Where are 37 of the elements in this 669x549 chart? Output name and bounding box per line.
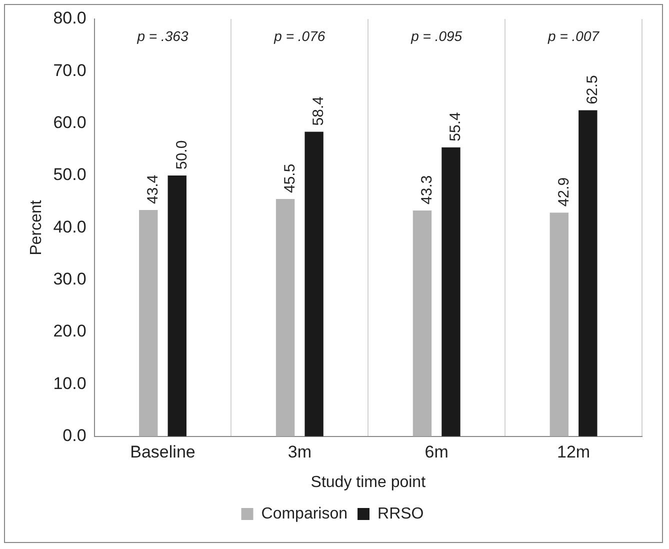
annotation: p = .007 [547, 28, 600, 44]
bar [442, 147, 460, 436]
x-tick-label: 6m [424, 442, 448, 462]
y-tick-label: 60.0 [53, 113, 86, 132]
bar [550, 212, 569, 436]
data-label: 50.0 [173, 140, 190, 170]
annotation: p = .363 [136, 28, 188, 44]
x-tick-label: 12m [556, 442, 590, 462]
bar [276, 199, 295, 436]
bar [304, 132, 324, 436]
bar [578, 110, 598, 436]
y-tick-label: 70.0 [53, 60, 86, 80]
data-label: 45.5 [281, 164, 298, 194]
y-tick-label: 0.0 [62, 426, 86, 446]
legend-label: RRSO [378, 505, 424, 522]
y-tick-label: 50.0 [53, 165, 86, 184]
x-tick-label: Baseline [130, 442, 196, 462]
data-label: 42.9 [555, 177, 572, 207]
y-tick-label: 30.0 [53, 270, 86, 289]
y-tick-label: 20.0 [53, 322, 86, 341]
x-tick-label: 3m [288, 442, 312, 462]
annotation: p = .076 [273, 28, 326, 44]
y-tick-label: 40.0 [53, 217, 86, 236]
x-axis-title: Study time point [310, 474, 426, 491]
y-tick-label: 10.0 [53, 374, 86, 393]
bar [168, 176, 186, 436]
bar [412, 210, 432, 436]
data-label: 62.5 [584, 75, 602, 104]
y-axis-title: Percent [28, 200, 46, 256]
data-label: 55.4 [447, 112, 464, 142]
data-label: 58.4 [310, 96, 328, 126]
data-label: 43.4 [144, 174, 162, 204]
data-label: 43.3 [418, 175, 436, 204]
legend-label: Comparison [261, 505, 348, 522]
y-tick-label: 80.0 [53, 8, 86, 28]
annotation: p = .095 [410, 28, 462, 44]
bar [139, 210, 158, 436]
